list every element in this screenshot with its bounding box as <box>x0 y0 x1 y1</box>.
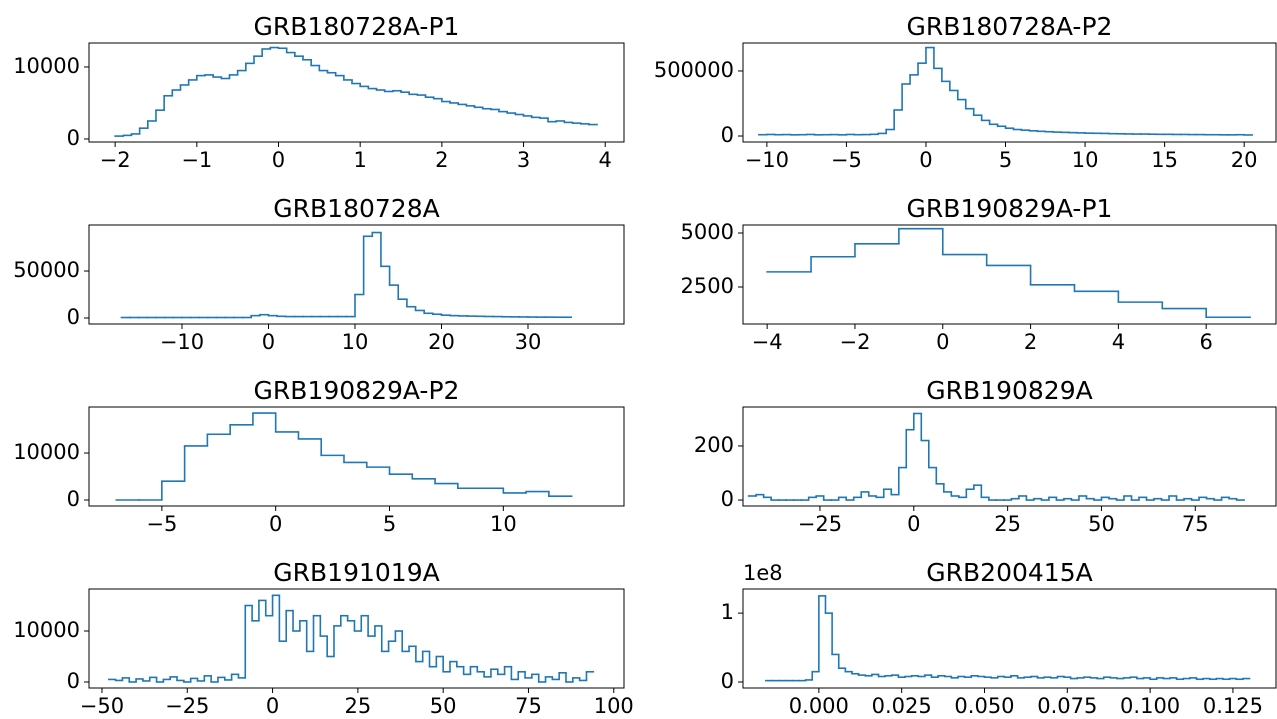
x-tick-label: 6 <box>1200 330 1213 354</box>
chart-title: GRB200415A <box>926 558 1092 587</box>
x-tick-label: −4 <box>752 330 783 354</box>
y-tick-label: 50000 <box>13 258 80 282</box>
axes-frame <box>88 224 625 325</box>
x-tick-label: 30 <box>515 330 542 354</box>
y-tick-label: 200 <box>694 433 734 457</box>
x-tick-label: 3 <box>517 148 530 172</box>
x-tick-label: 5 <box>999 148 1012 172</box>
x-tick-label: 20 <box>1231 148 1258 172</box>
x-tick-label: 0 <box>272 148 285 172</box>
x-tick-label: −1 <box>181 148 212 172</box>
y-tick-label: 10000 <box>13 440 80 464</box>
x-tick-label: 100 <box>594 694 634 718</box>
x-tick-label: 25 <box>994 512 1021 536</box>
x-tick-label: 0.100 <box>1120 694 1180 718</box>
y-tick-label: 500000 <box>654 58 734 82</box>
x-tick-label: 25 <box>344 694 371 718</box>
y-tick-label: 0 <box>67 305 80 329</box>
y-tick-label: 0 <box>721 487 734 511</box>
y-tick-label: 0 <box>721 123 734 147</box>
x-tick-label: −25 <box>165 694 209 718</box>
x-tick-label: 0 <box>269 512 282 536</box>
x-tick-label: 0.000 <box>789 694 849 718</box>
x-tick-label: −50 <box>80 694 124 718</box>
chart-title: GRB190829A <box>926 376 1092 405</box>
x-tick-label: 0.025 <box>872 694 932 718</box>
y-tick-label: 5000 <box>681 220 734 244</box>
axes-frame <box>742 588 1277 689</box>
x-tick-label: −2 <box>100 148 131 172</box>
y-tick-label: 10000 <box>13 618 80 642</box>
chart-title: GRB180728A-P2 <box>907 12 1113 41</box>
x-tick-label: −2 <box>839 330 870 354</box>
x-tick-label: 50 <box>1088 512 1115 536</box>
y-tick-label: 10000 <box>13 54 80 78</box>
x-tick-label: −25 <box>798 512 842 536</box>
x-tick-label: 75 <box>1182 512 1209 536</box>
axes-frame <box>742 224 1277 325</box>
x-tick-label: 10 <box>490 512 517 536</box>
chart-title: GRB191019A <box>273 558 439 587</box>
x-tick-label: 0 <box>266 694 279 718</box>
y-tick-label: 0 <box>67 487 80 511</box>
y-tick-label: 0 <box>721 669 734 693</box>
x-tick-label: −5 <box>146 512 177 536</box>
x-tick-label: 10 <box>342 330 369 354</box>
x-tick-label: 50 <box>430 694 457 718</box>
chart-title: GRB180728A-P1 <box>254 12 460 41</box>
x-tick-label: 0 <box>907 512 920 536</box>
x-tick-label: 0.050 <box>954 694 1014 718</box>
x-tick-label: 0.125 <box>1203 694 1263 718</box>
x-tick-label: 4 <box>1112 330 1125 354</box>
x-tick-label: 4 <box>599 148 612 172</box>
x-tick-label: 5 <box>383 512 396 536</box>
x-tick-label: 15 <box>1151 148 1178 172</box>
chart-title: GRB180728A <box>273 194 439 223</box>
x-tick-label: −5 <box>831 148 862 172</box>
axes-frame <box>88 42 625 143</box>
axes-frame <box>742 42 1277 143</box>
x-tick-label: 0 <box>919 148 932 172</box>
y-tick-label: 0 <box>67 126 80 150</box>
x-tick-label: 10 <box>1072 148 1099 172</box>
x-tick-label: −10 <box>160 330 204 354</box>
x-tick-label: 20 <box>428 330 455 354</box>
x-tick-label: 0 <box>936 330 949 354</box>
x-tick-label: 1 <box>353 148 366 172</box>
x-tick-label: 0 <box>262 330 275 354</box>
x-tick-label: 75 <box>515 694 542 718</box>
axes-frame <box>88 588 625 689</box>
chart-title: GRB190829A-P1 <box>907 194 1113 223</box>
axes-frame <box>742 406 1277 507</box>
x-tick-label: −10 <box>745 148 789 172</box>
x-tick-label: 2 <box>435 148 448 172</box>
x-tick-label: 0.075 <box>1037 694 1097 718</box>
axes-frame <box>88 406 625 507</box>
chart-title: GRB190829A-P2 <box>254 376 460 405</box>
y-tick-label: 2500 <box>681 274 734 298</box>
x-tick-label: 2 <box>1024 330 1037 354</box>
y-tick-label: 1 <box>721 600 734 624</box>
y-offset-label: 1e8 <box>743 561 783 585</box>
y-tick-label: 0 <box>67 669 80 693</box>
